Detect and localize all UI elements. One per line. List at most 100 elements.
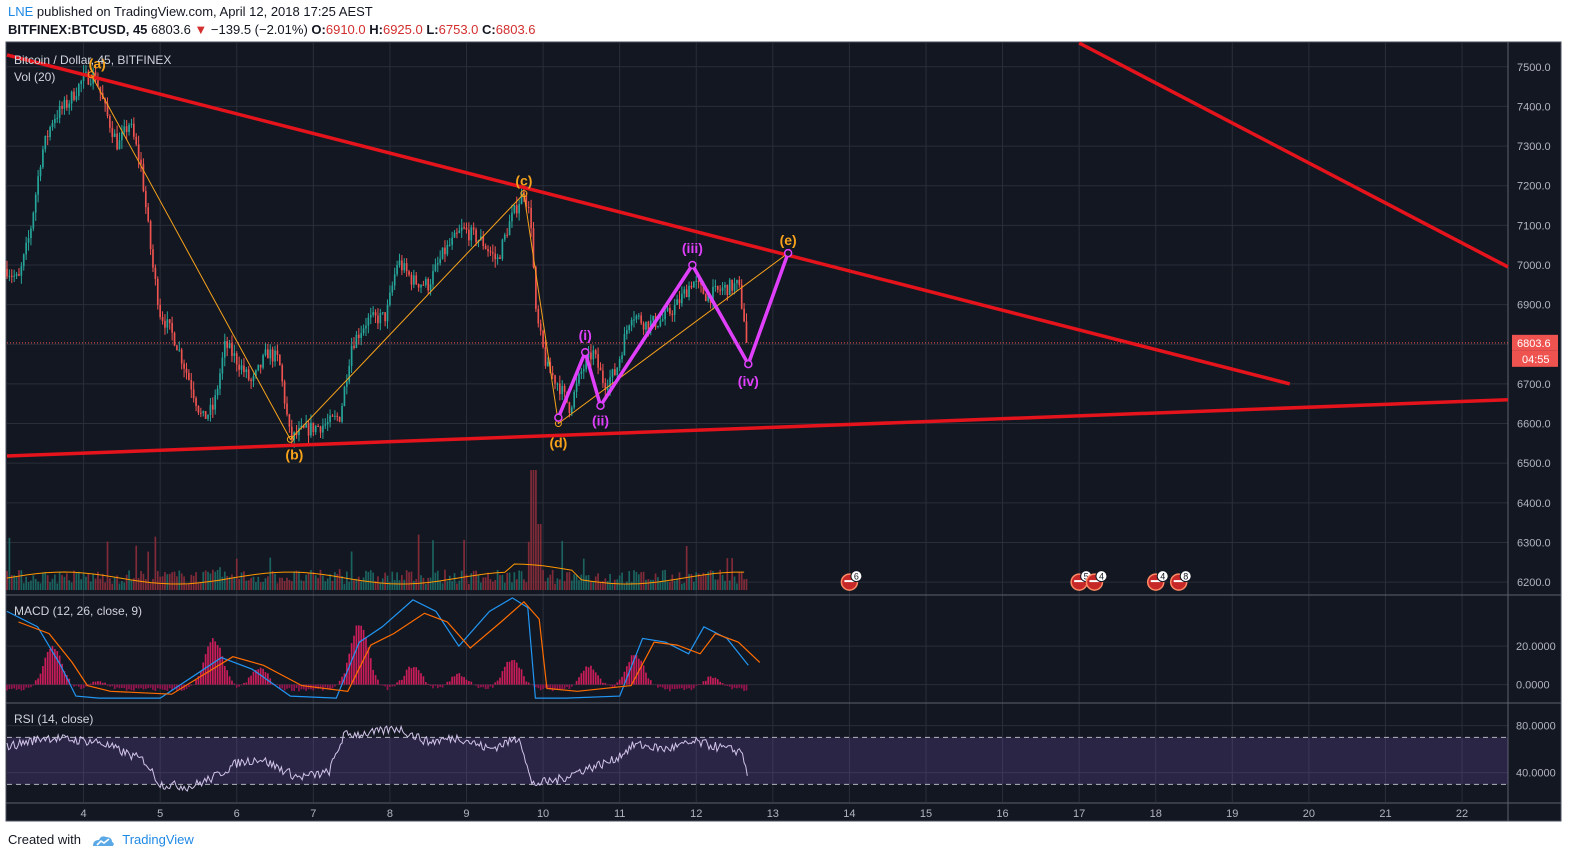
candle-body <box>544 347 547 366</box>
macd-histogram-bar <box>15 684 18 690</box>
trendline-upper-resistance[interactable] <box>6 53 1291 386</box>
candle-body <box>142 163 145 192</box>
volume-bar <box>393 580 396 591</box>
candle-body <box>491 252 494 254</box>
volume-bar <box>42 573 44 591</box>
wave-impulse-line[interactable] <box>556 252 790 419</box>
trendline-outer-resistance[interactable] <box>1078 41 1509 269</box>
macd-histogram-bar <box>207 646 209 685</box>
macd-histogram-bar <box>295 684 298 689</box>
candle-body <box>300 425 303 428</box>
volume-bar <box>527 541 530 591</box>
economic-event-marker[interactable]: 8 <box>1169 570 1192 591</box>
candle-body <box>73 91 75 100</box>
volume-bar <box>118 583 121 591</box>
volume-bar <box>319 569 322 591</box>
candle-body <box>444 247 446 255</box>
volume-bar <box>101 573 104 591</box>
macd-histogram-bar <box>496 680 499 685</box>
candle-body <box>61 105 63 109</box>
macd-histogram-bar <box>329 684 331 690</box>
candle-body <box>726 284 729 295</box>
candle-body <box>267 349 269 359</box>
macd-histogram-bar <box>281 684 284 689</box>
macd-histogram-bar <box>267 673 269 685</box>
trendline-lower-support[interactable] <box>6 398 1509 458</box>
candle-body <box>221 357 224 374</box>
volume-bar <box>334 572 336 591</box>
time-axis-tick-label: 4 <box>81 808 87 820</box>
macd-histogram-bar <box>22 684 25 690</box>
publish-info: published on TradingView.com, April 12, … <box>36 4 373 19</box>
volume-bar <box>259 582 262 591</box>
macd-histogram-bar <box>556 684 559 690</box>
volume-bar <box>171 572 173 591</box>
volume-bar <box>678 572 681 591</box>
macd-histogram-bar <box>142 684 145 690</box>
volume-bar <box>97 571 99 591</box>
volume-bar <box>164 572 166 591</box>
macd-histogram-bar <box>424 682 427 685</box>
economic-event-marker[interactable]: 6 <box>840 570 863 591</box>
candle-body <box>609 377 611 388</box>
macd-histogram-bar <box>379 684 382 686</box>
volume-bar <box>439 581 442 591</box>
candle-body <box>233 353 236 356</box>
tradingview-link[interactable]: TradingView <box>122 832 194 847</box>
wave-label: (ii) <box>592 413 609 429</box>
candle-body <box>465 227 468 230</box>
symbol-header: BITFINEX:BTCUSD, 45 6803.6 ▼ −139.5 (−2.… <box>8 22 536 37</box>
macd-histogram-bar <box>647 678 650 685</box>
wave-abcde-line[interactable] <box>90 74 789 441</box>
volume-bar <box>645 579 647 591</box>
macd-histogram-bar <box>403 675 406 685</box>
volume-bar <box>482 577 485 591</box>
macd-histogram-bar <box>121 684 123 688</box>
time-axis-tick-label: 16 <box>996 808 1008 820</box>
macd-histogram-bar <box>518 667 520 685</box>
candle-body <box>125 126 128 133</box>
candle-body <box>283 381 286 404</box>
volume-bar <box>307 572 310 591</box>
economic-event-marker[interactable]: 4 <box>1085 570 1108 591</box>
volume-bar <box>238 578 240 591</box>
volume-bar <box>602 581 604 591</box>
macd-histogram-bar <box>228 676 231 685</box>
flag-stripe <box>1150 580 1161 583</box>
macd-histogram-bar <box>44 657 47 685</box>
volume-bar <box>343 583 346 591</box>
candle-body <box>743 308 745 322</box>
candle-body <box>326 422 329 425</box>
candle-body <box>693 281 695 288</box>
time-axis-tick-label: 6 <box>234 808 240 820</box>
macd-histogram-bar <box>168 684 171 689</box>
candle-body <box>578 373 580 384</box>
volume-bar <box>281 577 284 591</box>
macd-histogram-bar <box>109 684 111 687</box>
author-link[interactable]: LNE <box>8 4 34 19</box>
candle-body <box>56 117 59 119</box>
volume-bar <box>396 572 398 591</box>
macd-histogram-bar <box>8 684 11 689</box>
volume-bar <box>173 571 176 591</box>
economic-event-marker[interactable]: 4 <box>1146 570 1169 591</box>
candle-body <box>228 343 231 348</box>
volume-bar <box>290 581 293 591</box>
candle-body <box>716 286 719 290</box>
volume-bar <box>92 573 94 591</box>
volume-bar <box>302 580 305 591</box>
wave-label: (iii) <box>682 240 703 256</box>
volume-bar <box>331 580 334 591</box>
candle-body <box>704 294 707 302</box>
price-pane-title: Bitcoin / Dollar, 45, BITFINEX <box>14 53 171 67</box>
volume-bar <box>587 575 590 591</box>
candle-body <box>496 257 499 260</box>
macd-histogram-bar <box>63 671 66 685</box>
macd-histogram-bar <box>195 680 197 685</box>
volume-bar <box>51 578 54 591</box>
volume-bar <box>144 579 147 591</box>
volume-bar <box>322 575 324 591</box>
rsi-axis-tick-label: 40.0000 <box>1516 768 1556 780</box>
candle-body <box>702 284 705 295</box>
